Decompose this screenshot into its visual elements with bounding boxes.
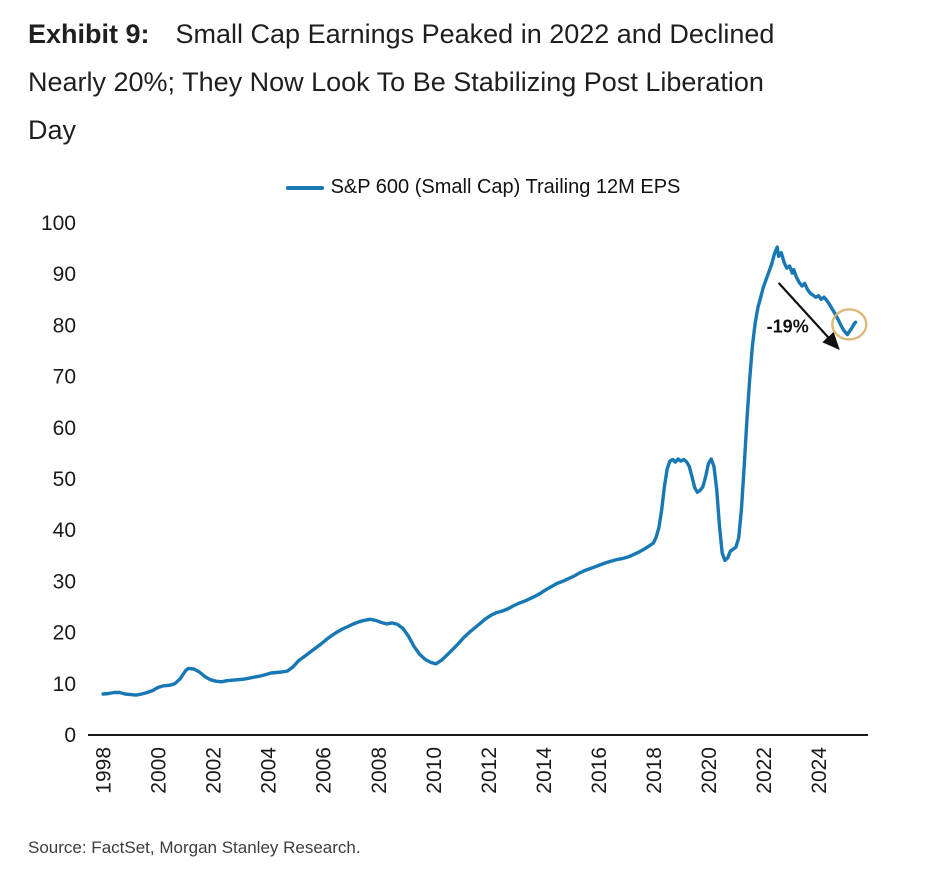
title-line-3: Day [28,115,77,145]
y-tick-label: 0 [64,724,76,747]
y-tick-label: 30 [53,570,76,593]
x-tick-label: 2024 [808,747,831,794]
y-tick-label: 40 [53,519,76,542]
chart-legend: S&P 600 (Small Cap) Trailing 12M EPS [18,176,930,199]
x-tick-label: 2018 [643,747,666,794]
x-tick-label: 2012 [478,747,501,794]
legend-label: S&P 600 (Small Cap) Trailing 12M EPS [330,176,681,198]
x-tick-label: 2008 [368,747,391,794]
eps-line-series [101,245,858,697]
title-line-2: Nearly 20%; They Now Look To Be Stabiliz… [28,67,764,97]
x-tick-label: 2014 [533,747,556,794]
x-tick-label: 2004 [258,747,281,794]
decline-arrow [777,282,840,351]
legend-line-swatch [285,185,324,190]
y-tick-label: 90 [53,263,76,286]
stabilizing-highlight-circle [831,308,868,341]
x-tick-label: 2022 [753,747,776,794]
x-tick-label: 2016 [588,747,611,794]
y-tick-label: 10 [53,673,76,696]
x-tick-label: 1998 [93,747,116,794]
source-note: Source: FactSet, Morgan Stanley Research… [28,838,361,857]
y-tick-label: 100 [41,212,76,235]
exhibit-title: Exhibit 9: Small Cap Earnings Peaked in 2… [28,10,912,154]
eps-line-chart: 0 10 20 30 40 50 60 70 80 90 100 1998 2000 2002 2004 20… [41,212,868,794]
y-tick-label: 20 [53,622,76,645]
exhibit-number-label: Exhibit 9: [28,19,150,49]
x-tick-label: 2006 [313,747,336,794]
x-tick-label: 2010 [423,747,446,794]
y-tick-label: 50 [53,468,76,491]
y-tick-label: 60 [53,417,76,440]
x-tick-label: 2000 [148,747,171,794]
x-tick-label: 2020 [698,747,721,794]
x-tick-label: 2002 [203,747,226,794]
y-tick-label: 70 [53,366,76,389]
title-line-1: Small Cap Earnings Peaked in 2022 and De… [175,19,775,49]
y-tick-label: 80 [53,314,76,337]
decline-annotation-label: -19% [767,317,809,337]
